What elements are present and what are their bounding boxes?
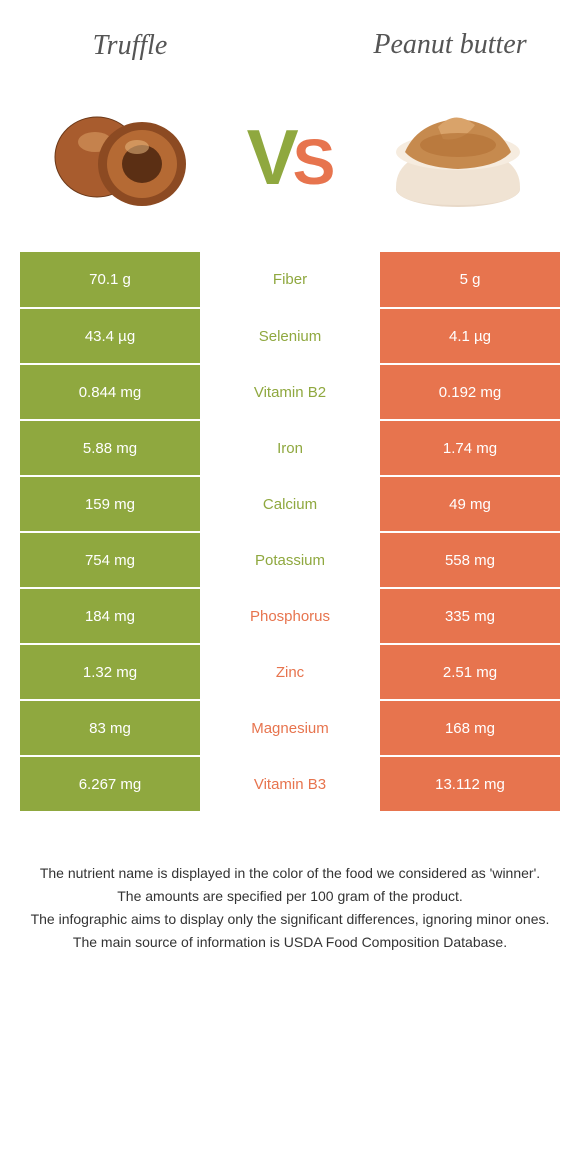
nutrient-name: Calcium (200, 476, 380, 532)
nutrient-name: Vitamin B3 (200, 756, 380, 812)
right-value: 13.112 mg (380, 756, 560, 812)
left-value: 754 mg (20, 532, 200, 588)
footer-line-3: The infographic aims to display only the… (30, 909, 550, 930)
right-value: 168 mg (380, 700, 560, 756)
right-value: 1.74 mg (380, 420, 560, 476)
left-value: 5.88 mg (20, 420, 200, 476)
footer-line-4: The main source of information is USDA F… (30, 932, 550, 953)
vs-s: S (293, 125, 334, 199)
truffle-title: Truffle (40, 30, 220, 62)
table-row: 6.267 mgVitamin B313.112 mg (20, 756, 560, 812)
truffle-image (42, 92, 202, 222)
nutrient-name: Fiber (200, 252, 380, 308)
nutrient-name: Phosphorus (200, 588, 380, 644)
right-value: 558 mg (380, 532, 560, 588)
table-row: 5.88 mgIron1.74 mg (20, 420, 560, 476)
comparison-table: 70.1 gFiber5 g43.4 µgSelenium4.1 µg0.844… (20, 252, 560, 813)
right-value: 4.1 µg (380, 308, 560, 364)
table-row: 0.844 mgVitamin B20.192 mg (20, 364, 560, 420)
vs-label: V S (247, 112, 334, 203)
peanut-butter-image (378, 92, 538, 222)
table-row: 1.32 mgZinc2.51 mg (20, 644, 560, 700)
left-value: 159 mg (20, 476, 200, 532)
vs-row: V S (0, 72, 580, 252)
nutrient-name: Zinc (200, 644, 380, 700)
header-titles: Truffle Peanut butter (0, 0, 580, 72)
left-value: 43.4 µg (20, 308, 200, 364)
left-value: 6.267 mg (20, 756, 200, 812)
peanut-butter-title: Peanut butter (360, 30, 540, 62)
left-value: 184 mg (20, 588, 200, 644)
vs-v: V (247, 112, 297, 203)
right-value: 49 mg (380, 476, 560, 532)
left-value: 83 mg (20, 700, 200, 756)
nutrient-name: Iron (200, 420, 380, 476)
table-row: 70.1 gFiber5 g (20, 252, 560, 308)
right-value: 5 g (380, 252, 560, 308)
right-value: 335 mg (380, 588, 560, 644)
table-row: 159 mgCalcium49 mg (20, 476, 560, 532)
footer-line-2: The amounts are specified per 100 gram o… (30, 886, 550, 907)
left-value: 0.844 mg (20, 364, 200, 420)
table-row: 184 mgPhosphorus335 mg (20, 588, 560, 644)
table-row: 754 mgPotassium558 mg (20, 532, 560, 588)
nutrient-name: Selenium (200, 308, 380, 364)
nutrient-name: Vitamin B2 (200, 364, 380, 420)
table-row: 83 mgMagnesium168 mg (20, 700, 560, 756)
left-value: 70.1 g (20, 252, 200, 308)
footer-line-1: The nutrient name is displayed in the co… (30, 863, 550, 884)
nutrient-name: Magnesium (200, 700, 380, 756)
nutrient-name: Potassium (200, 532, 380, 588)
footer-notes: The nutrient name is displayed in the co… (0, 863, 580, 985)
right-value: 2.51 mg (380, 644, 560, 700)
right-value: 0.192 mg (380, 364, 560, 420)
left-value: 1.32 mg (20, 644, 200, 700)
table-row: 43.4 µgSelenium4.1 µg (20, 308, 560, 364)
